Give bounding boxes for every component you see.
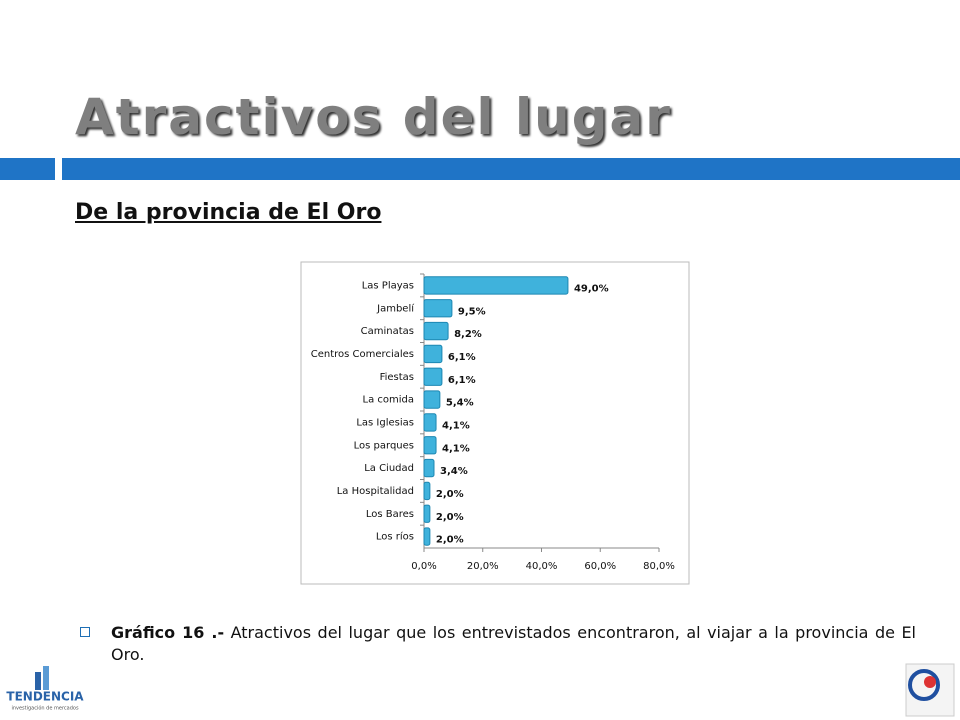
category-label: Los parques: [354, 440, 414, 451]
bar: [423, 413, 437, 432]
category-label: La Hospitalidad: [337, 486, 414, 497]
bar: [423, 276, 569, 295]
category-label: Los Bares: [366, 509, 414, 520]
bar: [423, 527, 431, 546]
bar: [423, 504, 431, 523]
accent-square: [0, 158, 55, 180]
value-label: 4,1%: [442, 420, 470, 431]
value-label: 2,0%: [436, 535, 464, 546]
value-label: 2,0%: [436, 512, 464, 523]
x-tick-label: 60,0%: [584, 561, 616, 572]
x-tick-label: 0,0%: [411, 561, 436, 572]
x-tick-label: 20,0%: [467, 561, 499, 572]
bar: [423, 299, 453, 318]
value-label: 8,2%: [454, 329, 482, 340]
bar: [423, 481, 431, 501]
category-label: Centros Comerciales: [311, 349, 414, 360]
category-label: Los ríos: [376, 531, 414, 543]
category-label: Caminatas: [361, 326, 414, 337]
logo-subtext: investigación de mercados: [11, 705, 79, 712]
category-label: Las Playas: [362, 280, 414, 291]
value-label: 5,4%: [446, 398, 474, 409]
caption-body: Atractivos del lugar que los entrevistad…: [111, 623, 916, 664]
caption-text: Gráfico 16 .- Atractivos del lugar que l…: [111, 622, 916, 666]
bar: [423, 367, 443, 386]
chart-frame: [300, 261, 690, 585]
caption: Gráfico 16 .- Atractivos del lugar que l…: [80, 622, 916, 666]
bar: [423, 321, 449, 341]
bar: [423, 344, 443, 364]
category-label: Jambelí: [376, 302, 415, 314]
left-logo: TENDENCIA investigación de mercados: [6, 666, 84, 712]
logo-text: TENDENCIA: [6, 690, 84, 704]
right-logo: [905, 663, 955, 717]
bar: [423, 390, 441, 409]
x-tick-label: 80,0%: [643, 561, 675, 572]
category-label: Fiestas: [380, 372, 414, 383]
value-label: 3,4%: [440, 466, 468, 477]
slide-title: Atractivos del lugar: [75, 88, 672, 146]
bullet: [80, 627, 90, 637]
caption-bold: Gráfico 16 .-: [111, 623, 225, 642]
value-label: 6,1%: [448, 375, 476, 386]
slide-subtitle: De la provincia de El Oro: [75, 200, 382, 225]
x-tick-label: 40,0%: [526, 561, 558, 572]
category-label: Las Iglesias: [356, 417, 414, 428]
category-label: La comida: [363, 395, 415, 406]
value-label: 2,0%: [436, 489, 464, 500]
bar: [423, 458, 435, 478]
value-label: 49,0%: [574, 283, 609, 294]
title-bar: [62, 158, 960, 180]
value-label: 6,1%: [448, 352, 476, 363]
value-label: 9,5%: [458, 306, 486, 317]
value-label: 4,1%: [442, 443, 470, 454]
bar: [423, 436, 437, 455]
category-label: La Ciudad: [364, 463, 414, 474]
